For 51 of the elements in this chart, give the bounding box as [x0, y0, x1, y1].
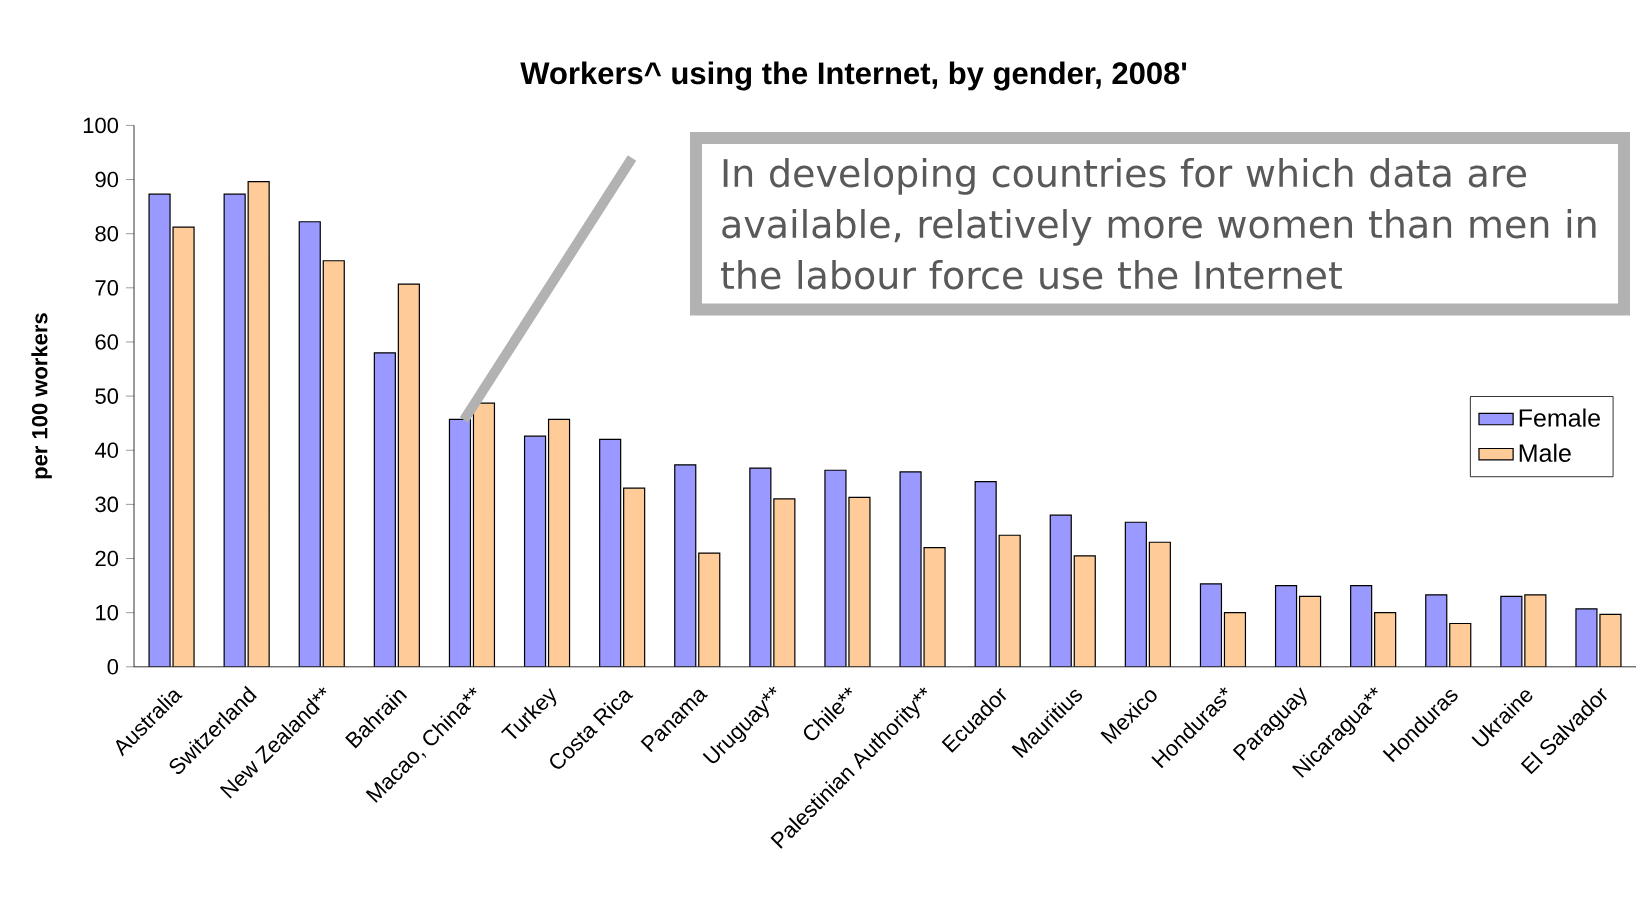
bar [698, 553, 720, 667]
bar [149, 194, 171, 667]
bar [224, 194, 246, 667]
y-tick-label: 100 [83, 117, 119, 134]
y-tick-label: 60 [95, 334, 119, 350]
bar [999, 535, 1021, 667]
bar [1200, 583, 1222, 667]
bar [524, 436, 546, 667]
bar [975, 481, 997, 667]
bar [1425, 594, 1447, 667]
bar [824, 470, 846, 667]
bar [173, 227, 195, 667]
bar [473, 403, 495, 667]
legend-label: Male [1519, 443, 1571, 462]
y-tick-label: 20 [95, 550, 119, 567]
bar [1224, 612, 1246, 667]
y-tick-label: 50 [95, 388, 119, 404]
y-tick-label: 40 [94, 442, 119, 459]
bar [1449, 623, 1471, 667]
bar [674, 464, 696, 667]
y-tick-label: 0 [107, 659, 119, 675]
y-tick-label: 80 [95, 225, 119, 242]
chart-title: Workers^ using the Internet, by gender, 2008' [520, 61, 1187, 91]
bar [1275, 585, 1297, 667]
bar [1149, 542, 1171, 667]
bar [374, 352, 396, 667]
y-tick-label: 70 [95, 280, 119, 296]
bar [924, 547, 946, 667]
y-tick-label: 30 [95, 496, 119, 513]
bar [398, 284, 420, 667]
bar [449, 419, 471, 667]
bar [1074, 555, 1096, 667]
bar [900, 471, 922, 667]
bar [599, 439, 621, 667]
y-tick-label: 10 [96, 604, 119, 621]
bar [749, 468, 771, 667]
bar [299, 221, 321, 667]
bar [1299, 596, 1321, 667]
bar [1050, 515, 1072, 667]
annotation: In developing countries for which data are available, relatively more women than men in the labour force use the Internet [721, 158, 1596, 290]
bar [323, 260, 345, 667]
bar [548, 419, 570, 667]
bar [623, 488, 645, 667]
bar [1125, 522, 1147, 667]
bar [1350, 585, 1372, 667]
bar [248, 181, 270, 667]
y-axis-title: per 100 workers [31, 313, 52, 479]
bar [848, 497, 870, 667]
legend-label: Female [1519, 408, 1600, 427]
bar [1374, 612, 1396, 667]
y-tick-label: 90 [95, 171, 119, 188]
